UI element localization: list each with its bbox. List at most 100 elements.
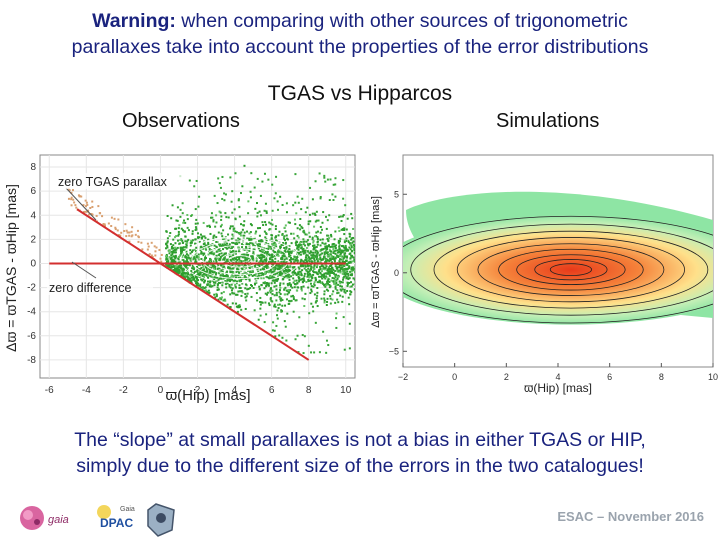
observations-point <box>243 248 246 251</box>
observations-point <box>349 243 352 246</box>
observations-point <box>288 283 291 286</box>
observations-point <box>302 277 305 280</box>
observations-point <box>166 214 169 217</box>
observations-point <box>285 247 288 250</box>
observations-point <box>181 241 184 244</box>
observations-point <box>359 243 361 245</box>
observations-point <box>337 274 340 277</box>
observations-point <box>337 255 340 258</box>
observations-point <box>279 245 282 248</box>
observations-point <box>290 299 293 302</box>
observations-point <box>191 264 194 267</box>
observations-point <box>291 294 294 297</box>
observations-x-ticks: -6 -4 -2 0 2 4 6 8 10 <box>45 385 352 396</box>
observations-point <box>310 302 313 305</box>
observations-point <box>263 230 266 233</box>
observations-point <box>249 242 252 245</box>
observations-point <box>168 252 171 255</box>
observations-point <box>203 259 206 262</box>
observations-point <box>184 263 187 266</box>
observations-point <box>350 291 353 294</box>
observations-point <box>312 273 315 276</box>
observations-point <box>277 254 280 257</box>
observations-point <box>333 260 336 263</box>
observations-point <box>260 250 263 253</box>
observations-point <box>228 264 231 267</box>
observations-point <box>206 225 209 228</box>
observations-point <box>224 280 227 283</box>
observations-point <box>259 303 262 306</box>
observations-point <box>303 335 306 338</box>
observations-point <box>346 217 349 220</box>
observations-point <box>334 247 337 250</box>
observations-point <box>221 197 224 200</box>
observations-point <box>220 218 223 221</box>
observations-point <box>190 214 193 217</box>
observations-point-negative <box>159 257 162 260</box>
observations-point <box>293 286 296 289</box>
observations-point <box>283 258 286 261</box>
observations-point <box>358 231 360 233</box>
observations-point <box>186 218 189 221</box>
observations-point <box>187 238 190 241</box>
observations-point <box>357 243 359 245</box>
observations-point <box>195 276 198 279</box>
observations-point <box>230 289 233 292</box>
observations-point <box>217 231 220 234</box>
observations-point <box>349 257 352 260</box>
observations-point <box>343 264 346 267</box>
observations-point <box>330 279 333 282</box>
observations-point <box>181 202 184 205</box>
observations-point <box>277 277 280 280</box>
observations-y-tick-label: 4 <box>30 210 36 221</box>
observations-point <box>259 241 262 244</box>
observations-point <box>306 263 309 266</box>
observations-point <box>296 261 299 264</box>
observations-point <box>207 292 210 295</box>
observations-point <box>249 270 252 273</box>
observations-point <box>324 180 327 183</box>
zero-tgas-label-bg <box>56 173 184 189</box>
observations-point <box>281 272 284 275</box>
observations-point-negative <box>87 209 90 212</box>
observations-point <box>331 270 334 273</box>
observations-point <box>347 272 350 275</box>
zero-tgas-label: zero TGAS parallax <box>58 175 168 189</box>
observations-point <box>217 279 220 282</box>
observations-point <box>338 266 341 269</box>
observations-point <box>292 268 295 271</box>
observations-point <box>241 256 244 259</box>
observations-point <box>165 230 168 233</box>
observations-point <box>186 263 189 266</box>
observations-point <box>186 260 189 263</box>
observations-point <box>216 286 219 289</box>
observations-point <box>295 244 298 247</box>
observations-point <box>341 270 344 273</box>
observations-point <box>262 281 265 284</box>
observations-point <box>279 292 282 295</box>
observations-point <box>274 243 277 246</box>
observations-point <box>339 237 342 240</box>
observations-point <box>323 284 326 287</box>
observations-point <box>269 247 272 250</box>
observations-point <box>331 276 334 279</box>
observations-point <box>188 179 191 182</box>
observations-point <box>338 280 341 283</box>
observations-point <box>190 241 193 244</box>
observations-point <box>202 247 205 250</box>
observations-point <box>319 244 322 247</box>
observations-point <box>352 240 355 243</box>
observations-point <box>289 285 292 288</box>
observations-point <box>227 233 230 236</box>
observations-point <box>238 241 241 244</box>
observations-point <box>191 249 194 252</box>
dpac-logo: Gaia DPAC <box>97 505 135 530</box>
observations-point <box>287 289 290 292</box>
observations-point <box>206 280 209 283</box>
observations-point <box>165 256 168 259</box>
observations-point <box>332 255 335 258</box>
observations-point <box>352 260 355 263</box>
observations-point <box>274 268 277 271</box>
observations-point <box>348 266 351 269</box>
observations-point <box>222 274 225 277</box>
